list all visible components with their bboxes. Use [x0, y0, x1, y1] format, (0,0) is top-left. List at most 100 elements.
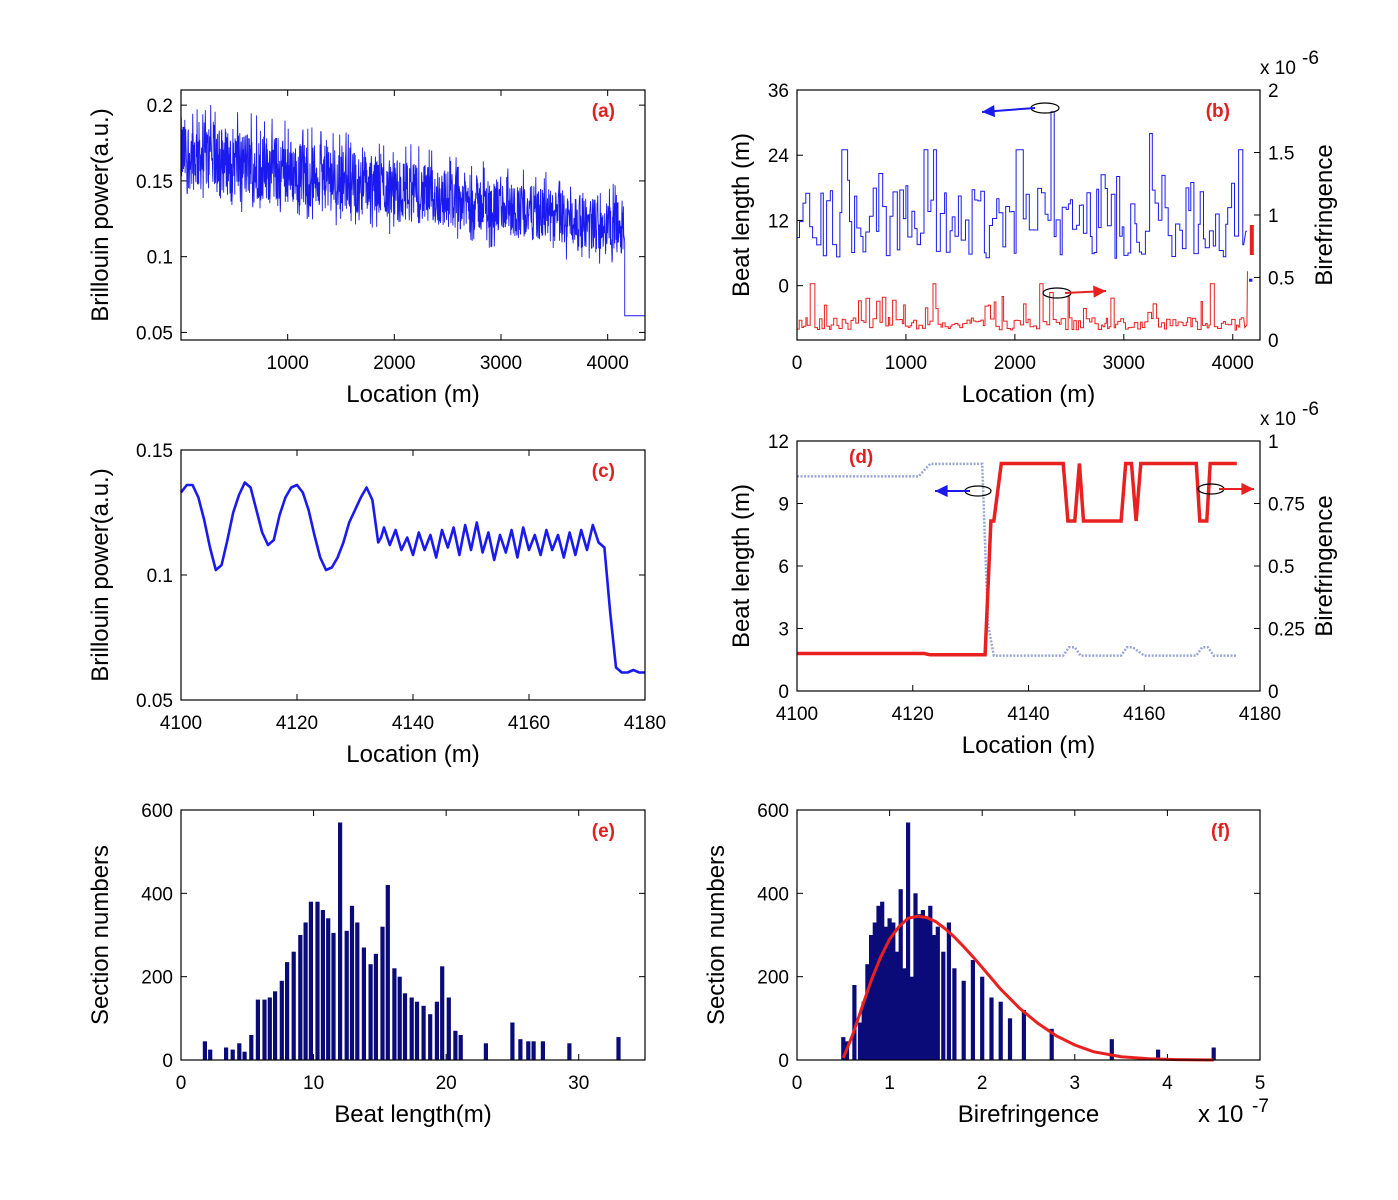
left-axis-arrow-head: [935, 484, 948, 498]
right-exponent: x 10: [1260, 409, 1296, 430]
series-line-brillouin-power: [180, 104, 645, 317]
x-axis-label: Location (m): [962, 732, 1095, 759]
histogram-bar: [355, 922, 360, 1060]
histogram-bar: [224, 1047, 229, 1060]
series-line-birefringence: [797, 461, 1237, 657]
histogram-bar: [409, 997, 414, 1060]
right-tick-label: 1: [1268, 206, 1279, 227]
right-axis-arrow-head: [1093, 285, 1106, 298]
histogram-bar: [510, 1022, 515, 1060]
histogram-bar: [531, 1041, 536, 1061]
axes-frame: [180, 89, 646, 341]
right-tick-label: 0: [1268, 331, 1279, 352]
right-tick-label: 0.5: [1268, 269, 1294, 290]
histogram-bar: [308, 901, 313, 1060]
x-tick-label: 20: [436, 1073, 457, 1094]
right-exponent-power: -6: [1302, 399, 1319, 420]
histogram-bar: [397, 976, 402, 1060]
histogram-bar: [392, 968, 397, 1060]
histogram-bar: [303, 922, 308, 1060]
y-tick-label: 0: [778, 682, 789, 703]
panel-a: 1000 2000 3000 4000 0.05 0.1 0.15 0.2 Location (…: [87, 89, 646, 408]
right-tick-label: 0.75: [1268, 495, 1305, 516]
x-tick-label: 4160: [508, 713, 550, 734]
y-tick-label: 0.1: [147, 248, 173, 269]
series-line-beat-length: [797, 462, 1237, 657]
y-axis-label: Beat length (m): [728, 484, 755, 648]
histogram-bar: [906, 822, 911, 1060]
histogram-bar: [894, 951, 900, 1060]
y-axis-label: Brillouin power(a.u.): [87, 468, 114, 681]
histogram-bar: [1007, 1018, 1013, 1060]
y-tick-label: 9: [778, 495, 789, 516]
axes-frame: [180, 809, 646, 1061]
axes-frame: [796, 89, 1261, 341]
histogram-bar: [208, 1049, 213, 1060]
histogram-bar: [857, 1022, 863, 1060]
histogram-bar: [349, 905, 355, 1060]
x-tick-label: 3: [1070, 1073, 1081, 1094]
left-axis-arrow-head: [982, 104, 996, 118]
right-tick-label: 1.5: [1268, 144, 1294, 165]
histogram-bar: [998, 1001, 1003, 1060]
histogram-bar: [315, 901, 320, 1060]
histogram-bar: [291, 951, 296, 1060]
fit-curve: [841, 914, 1214, 1062]
histogram-bar: [285, 962, 290, 1060]
histogram-bar: [970, 960, 975, 1060]
x-tick-label: 4140: [392, 713, 434, 734]
histogram-bar: [368, 964, 373, 1060]
histogram-bar: [434, 1001, 439, 1060]
histogram-bar: [902, 968, 907, 1060]
right-axis-label: Birefringence: [1311, 144, 1338, 285]
histogram-bar: [237, 1043, 242, 1060]
histogram-bar: [920, 910, 925, 1060]
y-axis-label: Section numbers: [703, 845, 730, 1025]
histogram-bar: [373, 953, 378, 1061]
x-exponent-power: -7: [1252, 1096, 1269, 1117]
y-axis-label: Brillouin power(a.u.): [87, 108, 114, 321]
histogram-bar: [946, 922, 951, 1060]
right-exponent-power: -6: [1302, 48, 1319, 69]
x-axis-label: Location (m): [346, 741, 479, 768]
x-tick-label: 5: [1255, 1073, 1266, 1094]
y-tick-label: 600: [757, 801, 789, 822]
histogram-bar: [616, 1037, 621, 1060]
x-tick-label: 4100: [776, 704, 818, 725]
histogram-bar: [861, 1001, 866, 1060]
y-tick-label: 3: [778, 620, 789, 641]
x-tick-label: 1000: [885, 353, 927, 374]
histogram-bar: [421, 1005, 426, 1060]
histogram-bar: [440, 966, 445, 1061]
y-tick-label: 0: [162, 1051, 173, 1072]
right-tick-label: 0.5: [1268, 557, 1294, 578]
x-tick-label: 4120: [892, 704, 934, 725]
histogram-bar: [414, 1001, 420, 1060]
histogram-bar: [279, 980, 284, 1060]
y-tick-label: 0.2: [147, 96, 173, 117]
histogram-bar: [928, 905, 933, 1060]
histogram-bar: [267, 997, 272, 1060]
x-tick-label: 0: [792, 353, 803, 374]
panel-label: (b): [1206, 101, 1230, 122]
histogram-bar: [935, 926, 940, 1060]
histogram-bar: [402, 993, 408, 1060]
histogram-bar: [446, 997, 451, 1060]
histogram-bar: [331, 932, 336, 1060]
panel-c: 4100 4120 4140 4160 4180 0.05 0.1 0.15 Location …: [87, 441, 666, 768]
right-axis-label: Birefringence: [1311, 495, 1338, 636]
histogram-bar: [909, 976, 914, 1060]
y-axis-label: Section numbers: [87, 845, 114, 1025]
y-tick-label: 0: [778, 277, 789, 298]
histogram-bar: [961, 980, 966, 1060]
histogram-bar: [1109, 1039, 1114, 1060]
x-tick-label: 4180: [1239, 704, 1281, 725]
x-tick-label: 1: [884, 1073, 895, 1094]
histogram-bar: [1049, 1028, 1054, 1061]
panel-e: 0 10 20 30 0 200 400 600 Beat length(m) Section n…: [87, 801, 646, 1128]
series-line-birefringence: [796, 271, 1248, 331]
histogram-bar: [1021, 1010, 1026, 1060]
y-tick-label: 0.05: [136, 323, 173, 344]
y-axis-label: Beat length (m): [728, 133, 755, 297]
